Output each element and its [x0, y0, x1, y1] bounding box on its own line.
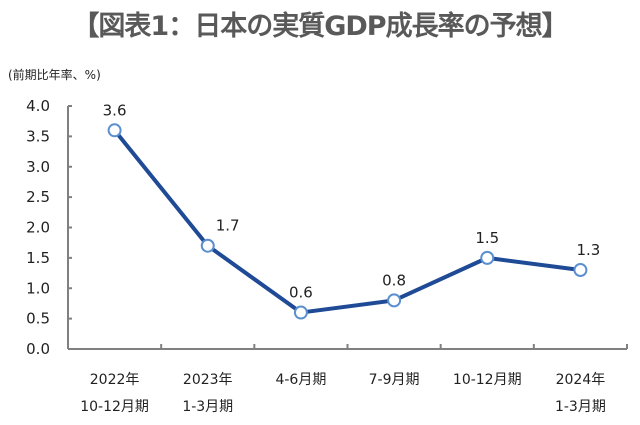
x-tick-label: 10-12月期 — [80, 399, 149, 415]
x-tick-label: 2024年 — [556, 372, 606, 388]
data-label: 3.6 — [103, 101, 127, 119]
series-line — [113, 129, 581, 315]
y-tick-label: 1.0 — [26, 279, 50, 297]
y-tick-label: 4.0 — [26, 97, 50, 115]
x-tick-label: 10-12月期 — [453, 372, 522, 388]
data-point — [200, 238, 215, 253]
data-point — [387, 293, 402, 308]
data-point — [573, 263, 588, 278]
y-tick-label: 0.5 — [26, 310, 50, 328]
chart-title: 【図表1：日本の実質GDP成長率の予想】 — [72, 11, 568, 42]
x-tick-label: 4-6月期 — [275, 372, 326, 388]
y-tick-label: 2.0 — [26, 219, 50, 237]
x-tick-label: 1-3月期 — [182, 399, 233, 415]
data-label: 0.8 — [382, 271, 406, 289]
y-axis-label: (前期比年率、%) — [8, 68, 101, 82]
y-tick-label: 0.0 — [26, 340, 50, 358]
y-tick-label: 3.5 — [26, 127, 50, 145]
data-point — [480, 250, 495, 265]
y-tick-label: 2.5 — [26, 188, 50, 206]
data-label: 0.6 — [289, 284, 313, 302]
data-label: 1.5 — [475, 229, 499, 247]
data-label: 1.3 — [576, 241, 600, 259]
x-tick-label: 7-9月期 — [369, 372, 420, 388]
y-tick-label: 3.0 — [26, 158, 50, 176]
data-label: 1.7 — [216, 217, 240, 235]
x-tick-label: 2023年 — [183, 372, 233, 388]
data-point — [293, 305, 308, 320]
x-tick-label: 1-3月期 — [555, 399, 606, 415]
x-tick-label: 2022年 — [90, 372, 140, 388]
data-point — [107, 123, 122, 138]
y-tick-label: 1.5 — [26, 249, 50, 267]
